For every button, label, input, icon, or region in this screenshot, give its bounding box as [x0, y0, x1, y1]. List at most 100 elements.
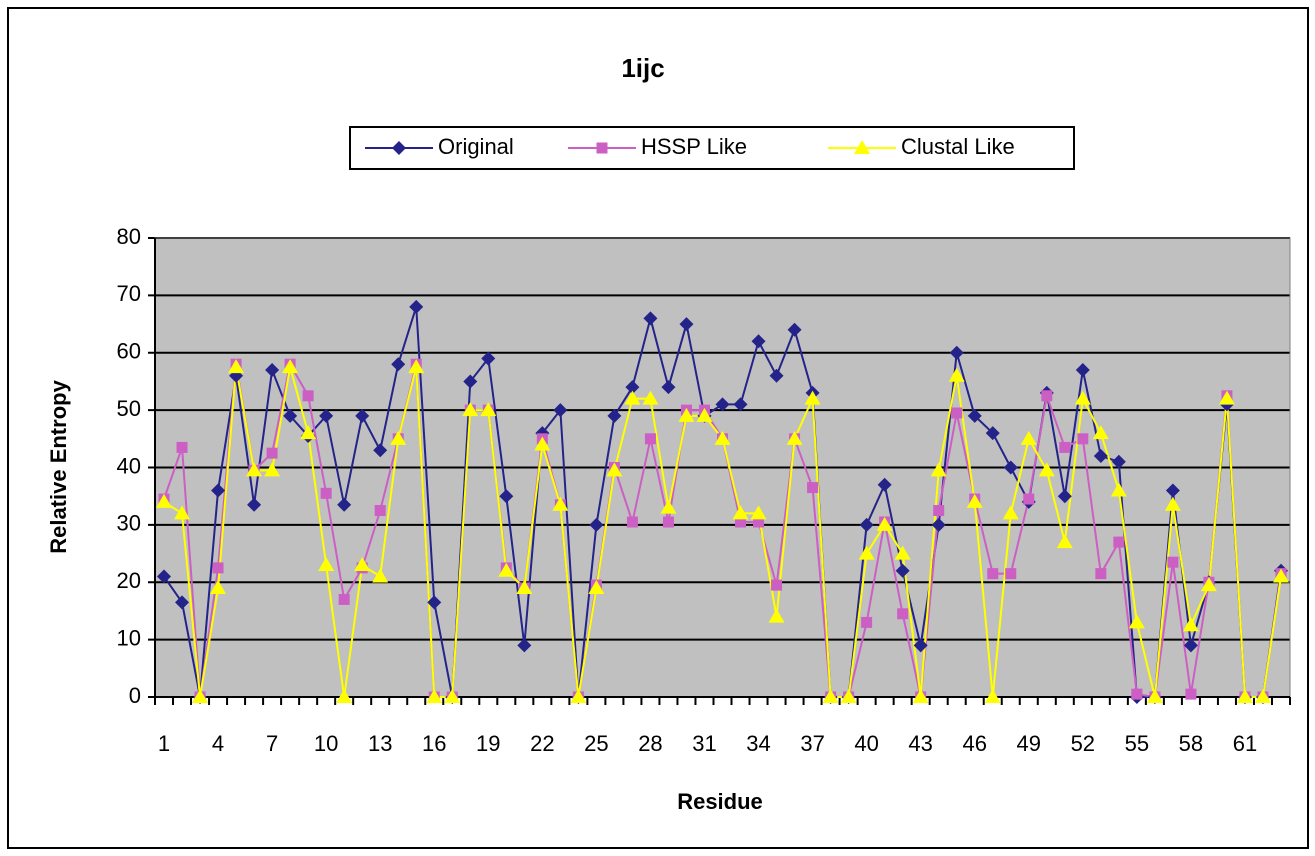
marker-square — [1041, 390, 1053, 402]
y-tick-label: 0 — [129, 683, 141, 708]
x-tick-label: 52 — [1071, 731, 1095, 756]
x-tick-label: 46 — [962, 731, 986, 756]
y-tick-label: 20 — [117, 568, 141, 593]
marker-diamond — [409, 299, 424, 314]
marker-triangle — [318, 557, 335, 572]
y-tick-label: 60 — [117, 339, 141, 364]
marker-square — [807, 482, 819, 494]
x-tick-label: 1 — [158, 731, 170, 756]
marker-triangle — [912, 689, 929, 703]
x-tick-label: 40 — [854, 731, 878, 756]
legend-box — [349, 126, 1075, 170]
marker-triangle — [300, 425, 317, 440]
marker-triangle — [876, 516, 893, 531]
marker-diamond — [913, 638, 928, 653]
marker-diamond — [553, 403, 568, 418]
marker-triangle — [462, 402, 479, 417]
marker-diamond — [427, 595, 442, 610]
marker-square — [735, 516, 747, 528]
x-tick-label: 13 — [368, 731, 392, 756]
marker-square — [897, 608, 909, 620]
marker-diamond — [1183, 638, 1198, 653]
marker-triangle — [210, 579, 227, 594]
marker-square — [1185, 688, 1197, 700]
marker-square — [626, 516, 638, 528]
marker-triangle — [264, 462, 281, 477]
marker-diamond — [211, 483, 226, 498]
y-tick-label: 40 — [117, 453, 141, 478]
x-tick-label: 28 — [638, 731, 662, 756]
marker-square — [753, 516, 765, 528]
y-tick-label: 70 — [117, 281, 141, 306]
marker-diamond — [859, 517, 874, 532]
marker-square — [266, 447, 278, 459]
marker-diamond — [337, 497, 352, 512]
marker-triangle — [480, 402, 497, 417]
marker-square — [1167, 556, 1179, 568]
marker-triangle — [1020, 430, 1037, 445]
marker-triangle — [534, 436, 551, 451]
x-tick-label: 22 — [530, 731, 554, 756]
marker-triangle — [570, 689, 587, 703]
x-tick-label: 55 — [1125, 731, 1149, 756]
marker-triangle — [1164, 496, 1181, 511]
marker-square — [338, 593, 350, 605]
marker-triangle — [588, 579, 605, 594]
marker-triangle — [1128, 614, 1145, 629]
marker-triangle — [390, 430, 407, 445]
x-tick-label: 25 — [584, 731, 608, 756]
marker-diamond — [1057, 489, 1072, 504]
marker-square — [1095, 568, 1107, 580]
marker-square — [951, 407, 963, 419]
marker-diamond — [661, 380, 676, 395]
marker-triangle — [696, 407, 713, 422]
marker-diamond — [1003, 460, 1018, 475]
marker-triangle — [1272, 568, 1289, 583]
marker-diamond — [877, 477, 892, 492]
marker-triangle — [1236, 689, 1253, 703]
marker-triangle — [858, 545, 875, 560]
marker-triangle — [156, 493, 173, 508]
marker-triangle — [894, 545, 911, 560]
marker-triangle — [966, 493, 983, 508]
marker-diamond — [715, 397, 730, 412]
marker-triangle — [1254, 689, 1271, 703]
marker-square — [933, 505, 945, 517]
marker-square — [1113, 536, 1125, 548]
marker-triangle — [444, 689, 461, 703]
marker-square — [662, 516, 674, 528]
marker-triangle — [678, 407, 695, 422]
marker-square — [1131, 688, 1143, 700]
marker-square — [302, 390, 314, 402]
x-tick-label: 49 — [1017, 731, 1041, 756]
marker-triangle — [750, 505, 767, 520]
marker-square — [176, 441, 188, 453]
marker-diamond — [985, 426, 1000, 441]
marker-triangle — [786, 430, 803, 445]
marker-triangle — [174, 505, 191, 520]
marker-triangle — [714, 430, 731, 445]
marker-triangle — [930, 462, 947, 477]
marker-diamond — [247, 497, 262, 512]
marker-square — [771, 579, 783, 591]
marker-diamond — [1075, 362, 1090, 377]
marker-triangle — [552, 496, 569, 511]
marker-square — [374, 505, 386, 517]
marker-square — [1005, 568, 1017, 580]
marker-triangle — [1002, 505, 1019, 520]
marker-triangle — [1038, 462, 1055, 477]
y-tick-label: 30 — [117, 511, 141, 536]
marker-diamond — [787, 322, 802, 337]
marker-triangle — [984, 689, 1001, 703]
marker-diamond — [265, 362, 280, 377]
marker-square — [861, 616, 873, 628]
marker-diamond — [355, 408, 370, 423]
marker-triangle — [1056, 534, 1073, 549]
x-tick-label: 37 — [800, 731, 824, 756]
marker-diamond — [463, 374, 478, 389]
marker-triangle — [498, 562, 515, 577]
marker-triangle — [642, 390, 659, 405]
marker-diamond — [319, 408, 334, 423]
marker-diamond — [769, 368, 784, 383]
